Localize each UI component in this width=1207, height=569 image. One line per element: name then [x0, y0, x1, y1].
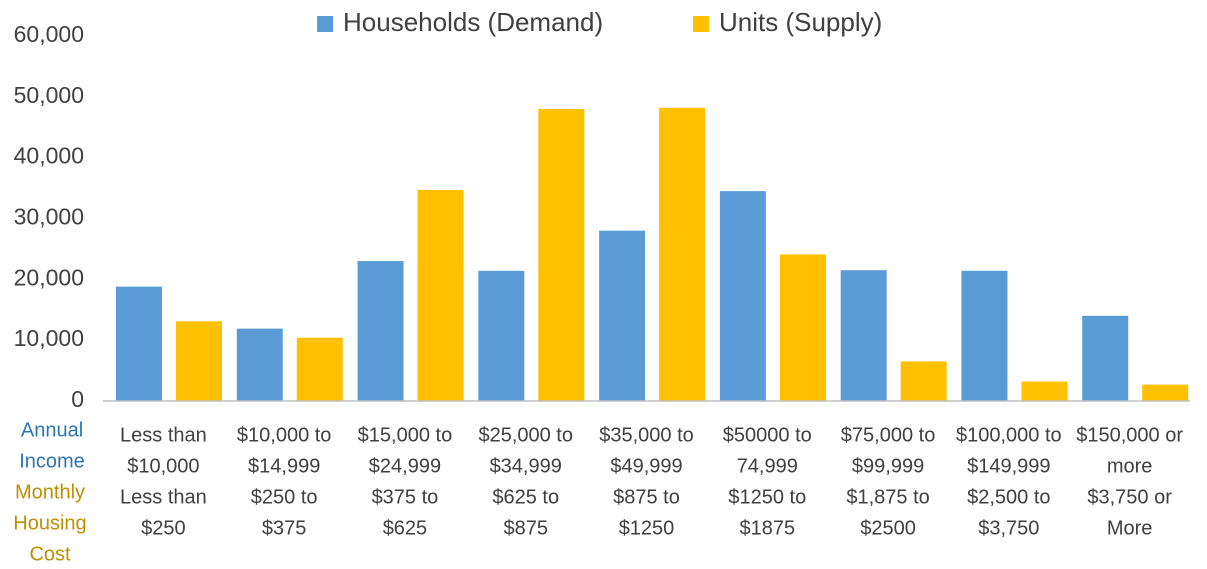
x-tick-label: $35,000 to — [599, 424, 694, 446]
bar — [961, 270, 1008, 401]
x-tick-label: $625 — [383, 517, 428, 539]
bar — [1021, 381, 1068, 401]
legend-swatch — [317, 16, 333, 32]
row-label: Housing — [13, 512, 86, 534]
y-tick-label: 20,000 — [14, 264, 84, 290]
bar — [538, 109, 585, 401]
x-tick-label: $875 to — [613, 486, 680, 508]
x-tick-label: $1875 — [739, 517, 795, 539]
x-tick-label: $99,999 — [852, 455, 924, 477]
row-label: Cost — [29, 543, 71, 565]
x-tick-label: $49,999 — [610, 455, 682, 477]
x-tick-label: $15,000 to — [358, 424, 453, 446]
row-label: Monthly — [15, 481, 85, 503]
bar — [900, 361, 947, 401]
bar — [1082, 315, 1129, 401]
y-tick-label: 30,000 — [14, 204, 84, 230]
x-tick-label: $149,999 — [967, 455, 1050, 477]
x-tick-label: $34,999 — [490, 455, 562, 477]
x-tick-label: $375 to — [372, 486, 439, 508]
x-tick-label: $3,750 — [978, 517, 1039, 539]
x-tick-label: $625 to — [492, 486, 559, 508]
x-tick-label: $250 — [141, 517, 186, 539]
x-tick-label: $150,000 or — [1076, 424, 1183, 446]
bar — [719, 191, 766, 401]
bar — [176, 321, 222, 401]
legend-swatch — [693, 16, 709, 32]
x-tick-label: $1250 — [619, 517, 675, 539]
legend-label: Households (Demand) — [343, 7, 603, 37]
x-tick-label: $10,000 to — [237, 424, 332, 446]
x-tick-label: $2,500 to — [967, 486, 1050, 508]
bar — [599, 230, 646, 401]
x-tick-label: $100,000 to — [956, 424, 1062, 446]
x-tick-label: $10,000 — [127, 455, 199, 477]
y-tick-label: 60,000 — [14, 21, 84, 47]
bar — [779, 254, 826, 401]
y-tick-label: 50,000 — [14, 82, 84, 108]
x-tick-label: $375 — [262, 517, 307, 539]
x-tick-label: More — [1107, 517, 1153, 539]
y-tick-label: 10,000 — [14, 325, 84, 351]
bar — [417, 189, 464, 401]
bar — [236, 328, 283, 401]
x-tick-label: $24,999 — [369, 455, 441, 477]
bar — [116, 286, 162, 401]
x-tick-label: $1250 to — [728, 486, 806, 508]
x-tick-label: $14,999 — [248, 455, 320, 477]
row-label: Income — [19, 450, 85, 472]
x-tick-label: $250 to — [251, 486, 318, 508]
x-tick-label: 74,999 — [737, 455, 798, 477]
row-label: Annual — [21, 419, 83, 441]
x-tick-label: $875 — [503, 517, 548, 539]
x-tick-label: $2500 — [860, 517, 916, 539]
bar — [478, 270, 525, 401]
x-tick-label: $3,750 or — [1087, 486, 1172, 508]
y-tick-label: 40,000 — [14, 143, 84, 169]
bar — [840, 270, 887, 401]
x-tick-label: $75,000 to — [841, 424, 936, 446]
bar — [659, 107, 706, 402]
x-tick-label: $50000 to — [723, 424, 812, 446]
bar — [1142, 384, 1189, 401]
x-tick-label: Less than — [120, 486, 207, 508]
x-tick-label: $1,875 to — [846, 486, 929, 508]
y-tick-label: 0 — [71, 386, 84, 412]
x-tick-label: $25,000 to — [478, 424, 573, 446]
bar — [357, 261, 404, 401]
x-tick-label: Less than — [120, 424, 207, 446]
bar — [296, 337, 343, 401]
x-tick-label: more — [1107, 455, 1153, 477]
legend-label: Units (Supply) — [719, 7, 882, 37]
